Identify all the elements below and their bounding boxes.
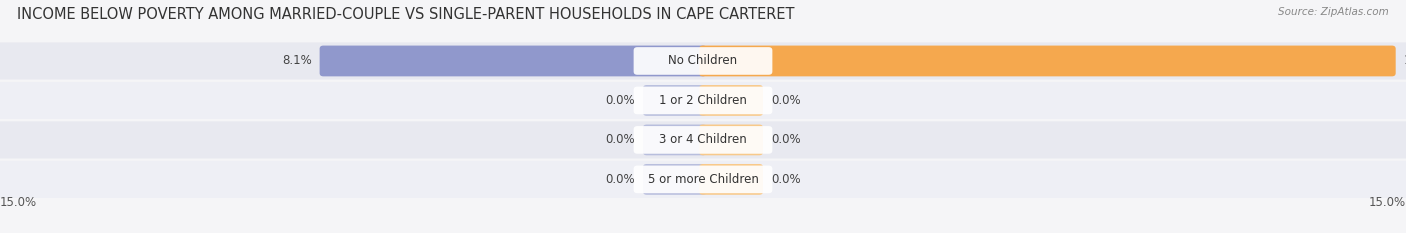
FancyBboxPatch shape	[634, 47, 772, 75]
Text: 0.0%: 0.0%	[770, 173, 800, 186]
FancyBboxPatch shape	[699, 46, 1396, 76]
Text: 15.0%: 15.0%	[0, 196, 37, 209]
Text: 14.7%: 14.7%	[1403, 55, 1406, 68]
Text: Source: ZipAtlas.com: Source: ZipAtlas.com	[1278, 7, 1389, 17]
Text: 5 or more Children: 5 or more Children	[648, 173, 758, 186]
FancyBboxPatch shape	[643, 164, 707, 195]
Text: No Children: No Children	[668, 55, 738, 68]
FancyBboxPatch shape	[0, 121, 1406, 158]
FancyBboxPatch shape	[0, 82, 1406, 119]
FancyBboxPatch shape	[643, 124, 707, 155]
FancyBboxPatch shape	[699, 164, 763, 195]
FancyBboxPatch shape	[699, 85, 763, 116]
Text: 0.0%: 0.0%	[770, 94, 800, 107]
Text: 0.0%: 0.0%	[606, 173, 636, 186]
Text: INCOME BELOW POVERTY AMONG MARRIED-COUPLE VS SINGLE-PARENT HOUSEHOLDS IN CAPE CA: INCOME BELOW POVERTY AMONG MARRIED-COUPL…	[17, 7, 794, 22]
FancyBboxPatch shape	[634, 166, 772, 193]
FancyBboxPatch shape	[699, 124, 763, 155]
Text: 8.1%: 8.1%	[283, 55, 312, 68]
FancyBboxPatch shape	[0, 42, 1406, 79]
FancyBboxPatch shape	[634, 126, 772, 154]
FancyBboxPatch shape	[643, 85, 707, 116]
Text: 1 or 2 Children: 1 or 2 Children	[659, 94, 747, 107]
FancyBboxPatch shape	[319, 46, 707, 76]
Text: 3 or 4 Children: 3 or 4 Children	[659, 134, 747, 146]
FancyBboxPatch shape	[0, 161, 1406, 198]
Text: 0.0%: 0.0%	[606, 134, 636, 146]
Text: 15.0%: 15.0%	[1369, 196, 1406, 209]
Text: 0.0%: 0.0%	[770, 134, 800, 146]
FancyBboxPatch shape	[634, 87, 772, 114]
Text: 0.0%: 0.0%	[606, 94, 636, 107]
